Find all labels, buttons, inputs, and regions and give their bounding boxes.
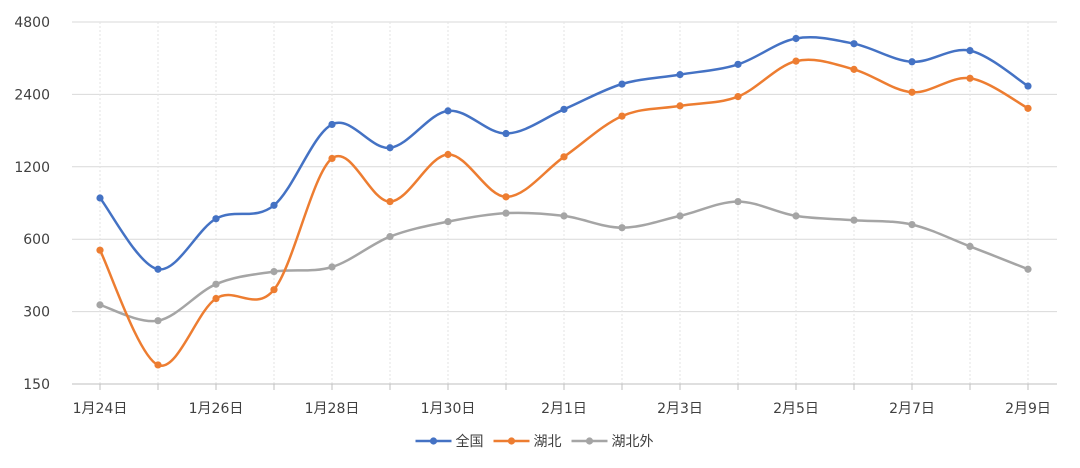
y-tick-label: 1200 [14,160,50,176]
series-2 [96,197,1032,325]
data-point [792,34,800,43]
data-point [734,197,742,206]
data-point [966,242,974,251]
y-tick-label: 4800 [14,15,50,31]
data-point [618,224,626,232]
axis-layer: 150 300 600 1200 2400 4800 1月24日 1月26日 1月28日 1月30… [14,15,1057,417]
data-point [502,129,510,138]
x-tick-label: 2月9日 [1005,401,1051,417]
y-tick-label: 600 [23,232,50,248]
y-tick-label: 2400 [14,87,50,103]
data-point [328,263,336,271]
data-point [560,212,568,220]
data-point [560,153,568,161]
series-layer [96,34,1032,369]
grid-layer [72,21,1057,384]
data-point [908,58,916,66]
y-tick-label: 150 [23,377,50,393]
data-point [908,221,916,229]
data-point [212,280,220,288]
x-tick-label: 1月26日 [189,401,244,417]
legend-swatch-marker [507,437,516,445]
data-point [96,246,104,254]
legend-item: 湖北外 [571,434,654,450]
data-point [966,74,974,82]
data-point [444,107,452,115]
data-point [850,216,858,224]
data-point [270,286,278,294]
x-tick-label: 1月30日 [421,401,476,417]
data-point [676,102,684,110]
data-point [792,212,800,220]
legend-label: 湖北 [534,434,562,450]
legend-item: 全国 [415,433,484,450]
data-point [1024,82,1032,90]
series-1 [96,57,1032,369]
data-point [502,193,510,201]
data-point [386,144,394,152]
data-point [734,92,742,101]
data-point [444,150,452,159]
data-point [154,361,162,369]
data-point [270,267,278,276]
legend-label: 湖北外 [612,434,654,450]
x-tick-label: 2月5日 [773,401,819,417]
x-tick-label: 1月28日 [305,401,360,417]
data-point [618,80,626,88]
legend-swatch-marker [585,437,594,445]
data-point [96,301,104,309]
data-point [154,317,162,325]
series-line [98,58,1029,367]
data-point [618,112,626,120]
data-point [1024,265,1032,273]
data-point [212,294,220,303]
data-point [908,88,916,96]
data-point [444,218,452,226]
data-point [676,212,684,220]
data-point [386,233,394,241]
data-point [502,209,510,217]
data-point [850,65,858,73]
data-point [560,105,568,113]
y-tick-label: 300 [23,305,50,321]
x-tick-label: 2月1日 [541,401,587,417]
data-point [386,197,394,206]
data-point [1024,104,1032,112]
legend-label: 全国 [456,433,484,450]
data-point [966,47,974,55]
data-point [328,154,336,163]
data-point [212,215,220,223]
data-point [850,40,858,48]
x-tick-label: 2月3日 [657,401,703,417]
legend-item: 湖北 [493,434,562,450]
data-point [270,201,278,209]
x-tick-label: 1月24日 [73,401,128,417]
legend: 全国 湖北 湖北外 [415,433,654,450]
data-point [734,60,742,68]
series-0 [96,34,1032,273]
data-point [96,194,104,202]
data-point [676,71,684,79]
legend-swatch-marker [429,437,438,445]
data-point [328,120,336,129]
data-point [792,57,800,65]
series-line [99,36,1029,271]
data-point [154,265,162,273]
x-tick-label: 2月7日 [889,401,935,417]
